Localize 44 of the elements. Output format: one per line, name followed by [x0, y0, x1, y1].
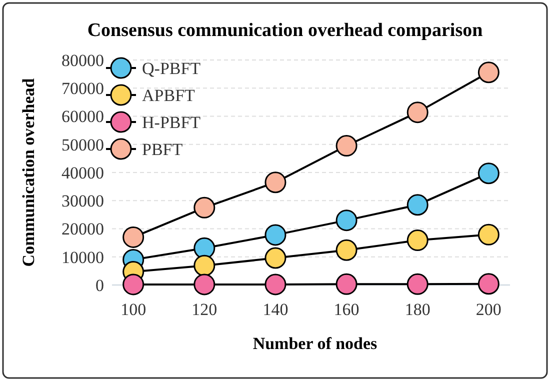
- chart-title: Consensus communication overhead comparison: [87, 20, 484, 41]
- point: [478, 273, 500, 295]
- legend-label: Q-PBFT: [142, 58, 202, 78]
- point: [478, 162, 500, 184]
- x-tick-label: 180: [404, 300, 430, 319]
- point: [264, 247, 286, 269]
- point: [406, 102, 428, 124]
- y-tick-label: 80000: [62, 50, 104, 70]
- y-axis-title: Communication overhead: [19, 78, 38, 267]
- point: [194, 237, 216, 259]
- x-tick-label: 200: [476, 300, 502, 319]
- point: [122, 226, 144, 248]
- y-tick-label: 30000: [62, 192, 104, 211]
- y-tick-label: 60000: [62, 107, 104, 126]
- y-tick-label: 40000: [62, 163, 104, 182]
- point: [264, 224, 286, 246]
- point: [336, 210, 358, 232]
- point: [336, 135, 358, 157]
- y-tick-label: 0: [96, 276, 104, 295]
- x-axis-title: Number of nodes: [252, 334, 378, 353]
- point: [406, 273, 428, 295]
- x-tick-label: 100: [120, 300, 146, 319]
- point: [336, 273, 358, 295]
- x-tick-label: 120: [192, 300, 218, 319]
- point: [406, 194, 428, 216]
- y-tick-label: 10000: [62, 248, 104, 267]
- point: [194, 196, 216, 218]
- point: [122, 274, 144, 296]
- point: [264, 274, 286, 296]
- legend-label: APBFT: [142, 86, 196, 105]
- y-tick-label: 50000: [62, 135, 104, 154]
- x-tick-label: 140: [262, 300, 288, 319]
- y-tick-label: 70000: [62, 79, 104, 98]
- point: [194, 254, 216, 276]
- legend-label: PBFT: [142, 140, 184, 159]
- legend-label: H-PBFT: [142, 112, 202, 132]
- x-tick-label: 160: [334, 300, 360, 319]
- point: [264, 172, 286, 194]
- point: [194, 274, 216, 296]
- point: [336, 239, 358, 261]
- point: [478, 224, 500, 246]
- y-tick-label: 20000: [62, 220, 104, 239]
- point: [406, 230, 428, 252]
- point: [478, 62, 500, 84]
